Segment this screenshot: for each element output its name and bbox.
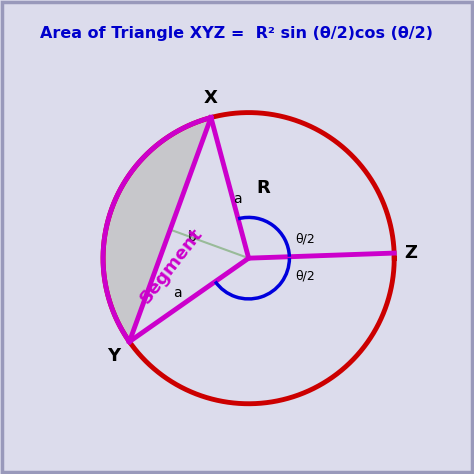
Text: Area of Triangle XYZ =  R² sin (θ/2)cos (θ/2): Area of Triangle XYZ = R² sin (θ/2)cos (…	[40, 26, 434, 41]
Text: θ/2: θ/2	[295, 233, 315, 246]
Polygon shape	[103, 118, 211, 342]
Text: Segment: Segment	[137, 224, 206, 307]
Text: a: a	[173, 286, 182, 300]
Text: Z: Z	[404, 244, 417, 262]
Text: X: X	[204, 89, 218, 107]
Text: Y: Y	[108, 347, 121, 365]
Text: θ/2: θ/2	[295, 269, 315, 282]
Text: b: b	[188, 229, 197, 244]
Text: R: R	[256, 179, 270, 197]
Text: a: a	[233, 192, 241, 207]
